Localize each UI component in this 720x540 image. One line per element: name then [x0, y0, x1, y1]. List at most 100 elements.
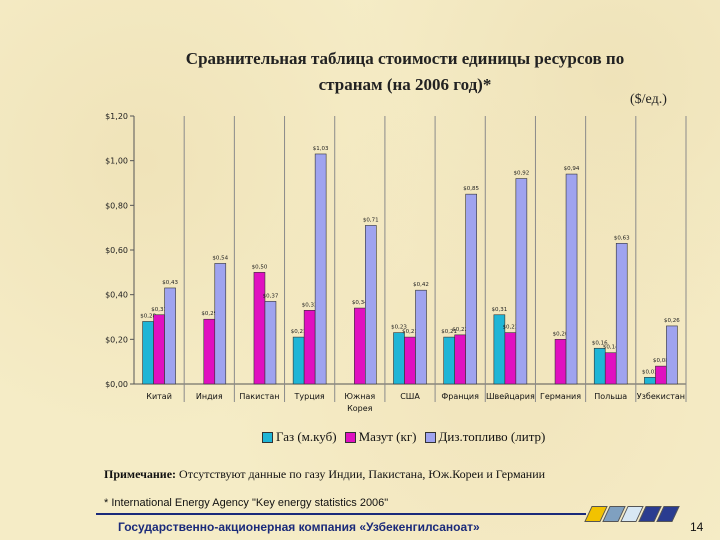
x-category-label: Пакистан — [239, 392, 279, 401]
bar-gas — [593, 347, 606, 385]
bar-mazut — [303, 310, 316, 385]
bar-diesel — [314, 153, 327, 385]
chart-title-line2: странам (на 2006 год)* — [318, 75, 492, 94]
legend-item-mazut: Мазут (кг) — [344, 429, 417, 445]
legend-swatch — [344, 431, 356, 443]
bar-mazut — [354, 307, 366, 385]
note-label: Примечание: — [104, 467, 177, 481]
bar-gas — [393, 332, 405, 385]
bar-value-label: $0,50 — [252, 264, 268, 270]
x-category-label: Швейцария — [486, 392, 535, 401]
bar-value-label: $0,21 — [402, 329, 418, 335]
bar-value-label: $0,33 — [302, 302, 318, 308]
y-tick-label: $0,60 — [105, 246, 128, 255]
bar-value-label: $0,63 — [614, 235, 630, 241]
x-category-label: США — [400, 392, 420, 401]
bar-mazut — [404, 336, 416, 385]
chart-legend: Газ (м.куб) Мазут (кг) Диз.топливо (литр) — [262, 428, 545, 446]
bar-value-label: $0,94 — [564, 166, 580, 172]
bar-value-label: $0,43 — [162, 280, 178, 286]
y-tick-label: $0,00 — [105, 380, 128, 389]
bar-value-label: $0,23 — [502, 325, 518, 331]
bar-mazut — [153, 314, 165, 385]
bar-value-label: $1,03 — [313, 146, 329, 152]
bar-mazut — [454, 334, 466, 385]
bar-chart: $0,00 $0,20 $0,40 $0,60 $0,80 $1,00 $1,20 $0,28… — [86, 108, 694, 418]
bar-diesel — [264, 301, 277, 385]
bar-gas — [644, 376, 656, 385]
legend-label: Диз.топливо (литр) — [438, 429, 546, 444]
bar-diesel — [214, 263, 227, 385]
footer-rule — [96, 513, 586, 515]
bar-gas — [142, 321, 154, 385]
x-category-label: Узбекистан — [637, 392, 685, 401]
bar-diesel — [565, 173, 578, 385]
bar-value-label: $0,21 — [441, 329, 457, 335]
bar-diesel — [465, 193, 477, 385]
legend-swatch — [262, 431, 273, 443]
note-text: Отсутствуют данные по газу Индии, Пакист… — [176, 467, 546, 481]
bar-mazut — [655, 365, 667, 385]
x-category-label: Корея — [347, 404, 373, 413]
bar-diesel — [666, 325, 678, 385]
x-category-label: Турция — [294, 392, 325, 401]
footnote: Примечание: Отсутствуют данные по газу И… — [104, 467, 545, 482]
x-category-label: Франция — [441, 392, 479, 401]
bar-value-label: $0,85 — [463, 186, 479, 192]
bar-value-label: $0,92 — [513, 171, 529, 177]
unit-label: ($/ед.) — [630, 92, 667, 107]
bar-mazut — [504, 332, 517, 385]
bar-value-label: $0,03 — [642, 369, 658, 375]
y-tick-label: $0,40 — [105, 291, 128, 300]
y-tick-label: $1,00 — [105, 157, 128, 166]
bar-value-label: $0,26 — [664, 318, 680, 324]
bar-value-label: $0,21 — [291, 329, 307, 335]
bar-diesel — [365, 225, 377, 385]
bar-value-label: $0,22 — [452, 327, 468, 333]
decorative-parallelograms — [584, 506, 680, 522]
y-tick-label: $0,20 — [105, 335, 128, 344]
chart-title: Сравнительная таблица стоимости единицы … — [110, 46, 700, 98]
bar-mazut — [604, 352, 617, 385]
bar-mazut — [554, 339, 567, 385]
bar-value-label: $0,16 — [592, 340, 608, 346]
x-category-label: Польша — [594, 392, 627, 401]
bar-value-label: $0,34 — [352, 300, 368, 306]
page-number: 14 — [690, 520, 704, 534]
y-tick-label: $1,20 — [105, 112, 128, 121]
bar-value-label: $0,42 — [413, 282, 429, 288]
bar-value-label: $0,08 — [653, 358, 669, 364]
bar-value-label: $0,20 — [553, 331, 569, 337]
footer-organization: Государственно-акционерная компания «Узб… — [118, 520, 480, 534]
bar-diesel — [415, 289, 427, 385]
bar-mazut — [203, 318, 216, 385]
y-tick-label: $0,80 — [105, 201, 128, 210]
chart-title-line1: Сравнительная таблица стоимости единицы … — [185, 49, 625, 68]
x-category-label: Германия — [540, 392, 581, 401]
legend-item-gas: Газ (м.куб) — [262, 429, 337, 445]
chart-svg: $0,00 $0,20 $0,40 $0,60 $0,80 $1,00 $1,20 $0,28… — [105, 112, 687, 413]
legend-swatch — [424, 431, 436, 443]
x-category-label: Китай — [146, 392, 172, 401]
bar-value-label: $0,31 — [491, 307, 507, 313]
bar-value-label: $0,37 — [263, 293, 279, 299]
bar-value-label: $0,29 — [201, 311, 217, 317]
bar-value-label: $0,54 — [212, 255, 228, 261]
bar-diesel — [515, 178, 528, 385]
legend-item-diesel: Диз.топливо (литр) — [424, 429, 546, 445]
source-citation: * International Energy Agency "Key energ… — [104, 497, 389, 509]
bar-diesel — [164, 287, 176, 385]
x-category-label: Индия — [196, 392, 223, 401]
bar-value-label: $0,28 — [140, 313, 156, 319]
bar-mazut — [253, 272, 266, 385]
bar-value-label: $0,71 — [363, 217, 379, 223]
bar-gas — [292, 336, 305, 385]
legend-label: Мазут (кг) — [358, 429, 417, 444]
bar-value-label: $0,14 — [603, 345, 619, 351]
bar-value-label: $0,23 — [391, 325, 407, 331]
bar-diesel — [615, 243, 628, 385]
x-category-label: Южная — [344, 392, 375, 401]
bar-value-label: $0,31 — [151, 307, 167, 313]
legend-label: Газ (м.куб) — [276, 429, 337, 444]
bar-gas — [443, 336, 455, 385]
